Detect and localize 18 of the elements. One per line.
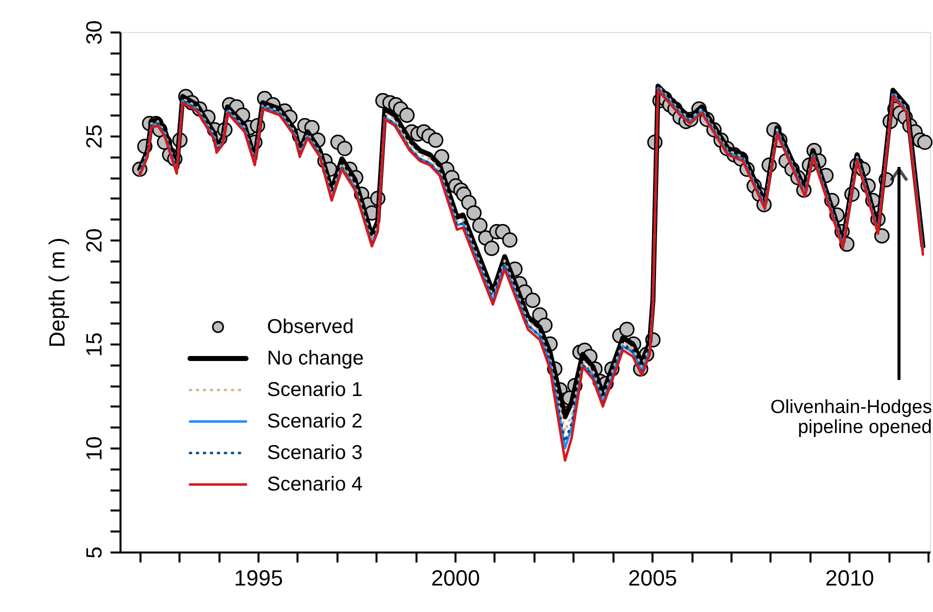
y-tick-label: 25 [82,124,106,149]
legend-label: Observed [267,316,354,338]
y-tick-label: 30 [82,20,106,45]
y-tick-label: 5 [82,546,106,559]
annotation: Olivenhain-Hodges pipeline opened [770,397,932,438]
y-tick-label: 15 [82,332,106,357]
legend-label: Scenario 1 [267,379,363,401]
legend-label: No change [267,348,364,370]
y-axis-title: Depth ( m ) [44,237,70,348]
x-tick-label: 2000 [431,566,480,590]
x-tick-label: 2005 [628,566,678,590]
legend-label: Scenario 2 [267,410,363,432]
x-tick-label: 2010 [825,566,874,590]
legend-label: Scenario 4 [267,474,363,496]
x-tick-label: 1995 [234,566,283,590]
y-tick-label: 20 [82,228,106,253]
legend-label: Scenario 3 [267,442,363,464]
y-tick-label: 10 [82,436,106,461]
